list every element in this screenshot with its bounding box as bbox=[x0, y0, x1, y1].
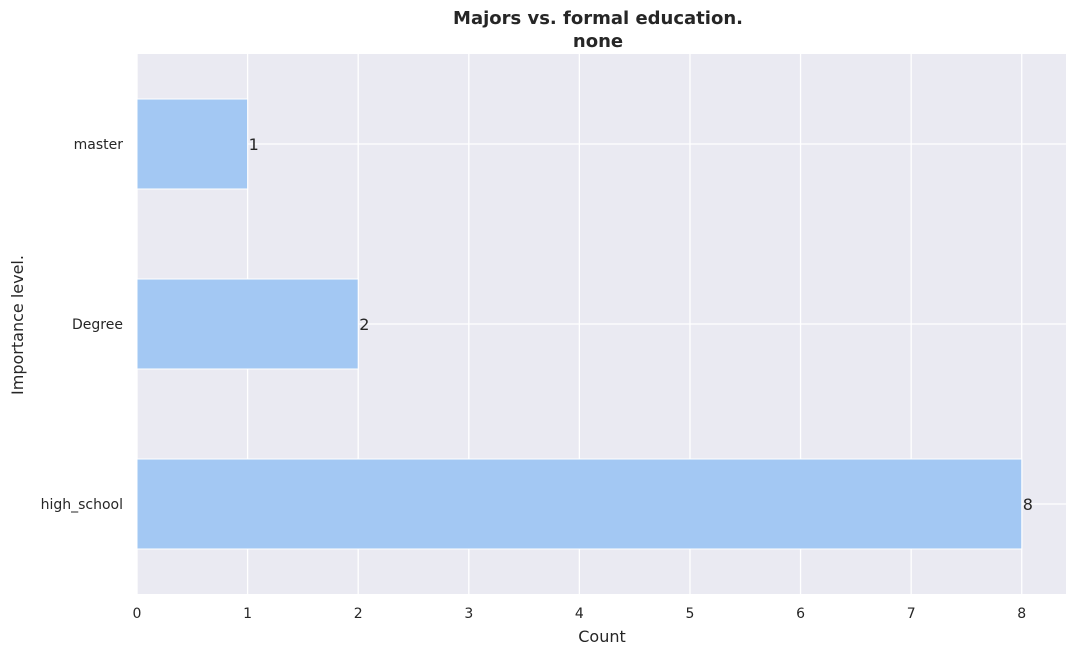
x-tick-label: 0 bbox=[133, 606, 142, 622]
x-tick-label: 6 bbox=[796, 606, 805, 622]
x-tick-label: 4 bbox=[575, 606, 584, 622]
bars bbox=[136, 98, 1023, 550]
bar-value-label: 2 bbox=[359, 315, 369, 334]
bar-degree bbox=[136, 278, 359, 370]
x-tick-label: 2 bbox=[354, 606, 363, 622]
y-tick-label: Degree bbox=[72, 317, 123, 333]
x-tick-label: 1 bbox=[243, 606, 252, 622]
y-tick-label: master bbox=[74, 137, 124, 153]
bar-value-label: 1 bbox=[249, 135, 259, 154]
x-tick-label: 5 bbox=[686, 606, 695, 622]
y-tick-label: high_school bbox=[41, 497, 123, 513]
y-tick-labels: master Degree high_school bbox=[41, 137, 124, 513]
bar-master bbox=[136, 98, 249, 190]
bar-high-school bbox=[136, 458, 1023, 550]
x-tick-label: 7 bbox=[907, 606, 916, 622]
x-tick-label: 8 bbox=[1017, 606, 1026, 622]
x-tick-label: 3 bbox=[464, 606, 473, 622]
chart-title: Majors vs. formal education. bbox=[453, 8, 743, 29]
x-axis-label: Count bbox=[578, 627, 626, 646]
data-labels: 1 2 8 bbox=[249, 135, 1033, 514]
y-axis-label: Importance level. bbox=[8, 255, 27, 395]
bar-value-label: 8 bbox=[1023, 495, 1033, 514]
chart-subtitle: none bbox=[573, 31, 623, 52]
x-tick-labels: 0 1 2 3 4 5 6 7 8 bbox=[133, 606, 1027, 622]
